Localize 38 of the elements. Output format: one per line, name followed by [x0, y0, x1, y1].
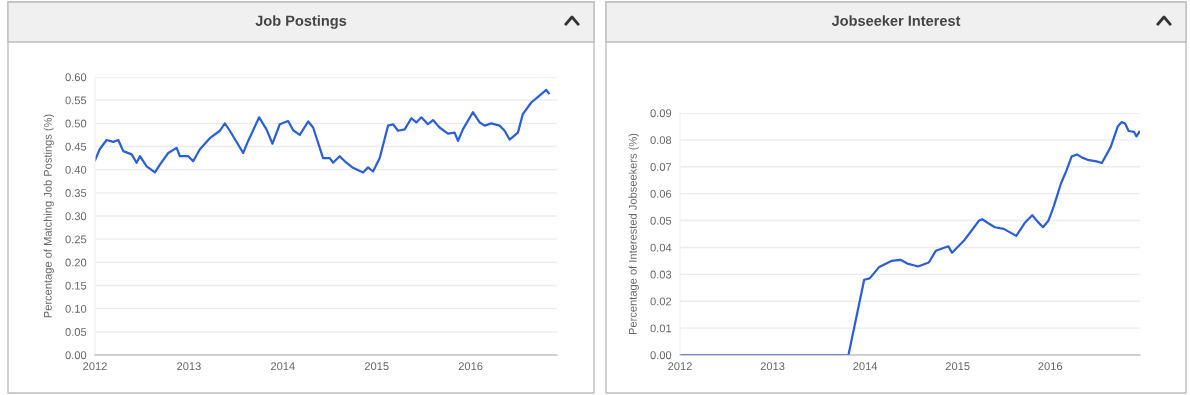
- x-tick-label: 2013: [760, 362, 785, 371]
- chart-title: Jobseeker Interest: [831, 15, 961, 26]
- x-tick-label: 2015: [364, 362, 389, 371]
- y-axis-title: Percentage of Interested Jobseekers (%): [628, 133, 639, 335]
- y-tick-label: 0.15: [65, 281, 87, 290]
- y-tick-label: 0.04: [650, 243, 672, 252]
- x-tick-label: 2012: [83, 362, 107, 371]
- y-tick-label: 0.07: [650, 163, 672, 171]
- y-tick-label: 0.25: [65, 235, 87, 244]
- x-tick-label: 2016: [1038, 362, 1063, 371]
- y-tick-label: 0.09: [650, 109, 672, 118]
- x-tick-label: 2014: [271, 362, 295, 371]
- y-tick-label: 0.10: [65, 304, 87, 313]
- y-tick-label: 0.05: [650, 216, 672, 225]
- y-tick-label: 0.05: [65, 328, 87, 336]
- line-series: [95, 88, 550, 174]
- x-tick-label: 2013: [177, 362, 201, 371]
- y-tick-label: 0.40: [65, 165, 87, 174]
- y-tick-label: 0.50: [65, 119, 87, 128]
- y-tick-label: 0.03: [650, 270, 672, 279]
- y-tick-label: 0.00: [650, 351, 672, 360]
- y-tick-label: 0.60: [65, 73, 87, 82]
- y-tick-label: 0.45: [65, 142, 87, 151]
- y-tick-label: 0.55: [65, 96, 87, 105]
- y-tick-label: 0.02: [650, 297, 672, 306]
- x-tick-label: 2015: [945, 362, 970, 371]
- x-tick-label: 2016: [458, 362, 483, 371]
- y-axis-title: Percentage of Matching Job Postings (%): [43, 114, 54, 318]
- y-tick-label: 0.08: [650, 136, 672, 145]
- chart-title: Job Postings: [255, 15, 347, 29]
- y-tick-label: 0.20: [65, 258, 87, 267]
- y-tick-label: 0.01: [650, 324, 672, 333]
- x-tick-label: 2014: [853, 362, 878, 371]
- y-tick-label: 0.35: [65, 189, 87, 197]
- y-tick-label: 0.00: [65, 351, 87, 360]
- y-tick-label: 0.06: [650, 189, 672, 198]
- y-tick-label: 0.30: [65, 212, 87, 221]
- x-tick-label: 2012: [668, 362, 692, 371]
